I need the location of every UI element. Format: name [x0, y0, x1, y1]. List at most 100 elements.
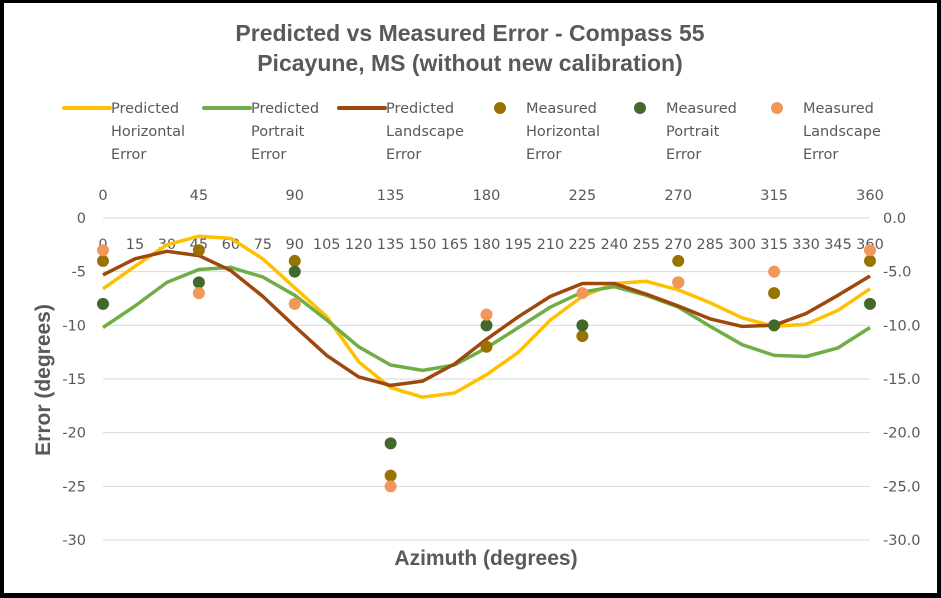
line-point	[357, 345, 360, 348]
legend-label: Measured	[803, 101, 874, 117]
legend-label: Landscape	[386, 124, 464, 140]
legend-label: Predicted	[386, 101, 454, 117]
x-tick-label-top: 315	[760, 188, 788, 204]
x-axis-title: Azimuth (degrees)	[394, 547, 577, 570]
line-point	[261, 276, 264, 279]
legend-label: Error	[386, 147, 421, 163]
x-tick-label-inner: 300	[728, 237, 756, 253]
x-tick-label-inner: 180	[473, 237, 501, 253]
y-tick-label-right: -20.0	[883, 426, 921, 442]
scatter-point	[192, 287, 205, 300]
line-point	[549, 295, 552, 298]
scatter-point	[97, 254, 109, 267]
line-point	[709, 301, 712, 304]
line-point	[133, 305, 136, 308]
scatter-point	[192, 276, 205, 289]
x-tick-label-inner: 225	[569, 237, 597, 253]
line-point	[869, 274, 872, 277]
x-tick-label-inner: 210	[537, 237, 565, 253]
legend-label: Measured	[666, 101, 737, 117]
x-tick-label-inner: 315	[760, 237, 788, 253]
x-tick-label-top: 270	[664, 188, 692, 204]
y-axis-right-ticks: 0.0 -5.0 -10.0 -15.0 -20.0 -25.0 -30.0	[883, 211, 921, 549]
scatter-point	[672, 276, 685, 289]
x-tick-label-top: 225	[569, 188, 597, 204]
legend-marker-icon	[771, 102, 783, 114]
legend-item: Predicted Landscape Error	[337, 101, 464, 163]
chart-svg: Predicted vs Measured Error - Compass 55…	[32, 20, 921, 570]
x-tick-label-inner: 330	[792, 237, 820, 253]
line-point	[805, 312, 808, 315]
legend-marker-icon	[494, 102, 506, 114]
series-predicted-horizontal-error	[101, 234, 872, 399]
line-point	[133, 257, 136, 260]
legend-label: Portrait	[666, 124, 720, 140]
series-predicted-landscape-error	[102, 249, 872, 388]
line-point	[133, 265, 136, 268]
scatter-point	[288, 265, 301, 278]
x-tick-label-top: 90	[286, 188, 304, 204]
x-tick-label-top: 45	[190, 188, 208, 204]
legend-item: Measured Landscape Error	[771, 101, 881, 163]
scatter-point	[576, 330, 589, 343]
scatter-point	[97, 297, 109, 310]
x-tick-label-inner: 285	[696, 237, 724, 253]
line-point	[421, 396, 424, 399]
scatter-point	[768, 287, 781, 300]
y-tick-label-left: -5	[72, 265, 86, 281]
scatter-point	[864, 297, 876, 310]
chart-subtitle: Picayune, MS (without new calibration)	[257, 50, 683, 76]
series-line	[101, 234, 871, 399]
line-point	[389, 384, 392, 387]
line-point	[325, 354, 328, 357]
line-point	[581, 282, 584, 285]
line-point	[805, 323, 808, 326]
line-point	[741, 343, 744, 346]
line-point	[709, 325, 712, 328]
line-point	[869, 326, 872, 329]
chart-area: Predicted vs Measured Error - Compass 55…	[4, 3, 937, 593]
line-point	[869, 287, 872, 290]
x-tick-label-top: 0	[98, 188, 107, 204]
line-point	[261, 257, 264, 260]
line-point	[517, 351, 520, 354]
y-axis-title: Error (degrees)	[32, 304, 55, 456]
line-point	[102, 273, 105, 276]
x-tick-label-inner: 255	[632, 237, 660, 253]
chart-title: Predicted vs Measured Error - Compass 55	[235, 20, 704, 46]
legend-item: Measured Horizontal Error	[494, 101, 600, 163]
line-point	[549, 318, 552, 321]
y-tick-label-left: -15	[62, 372, 86, 388]
legend: Predicted Horizontal Error Predicted Portrai…	[62, 101, 881, 163]
line-point	[325, 318, 328, 321]
line-point	[677, 288, 680, 291]
line-point	[165, 250, 168, 253]
line-point	[837, 309, 840, 312]
scatter-point	[768, 319, 781, 332]
legend-label: Error	[666, 147, 701, 163]
scatter-point	[97, 244, 109, 257]
line-point	[197, 268, 200, 271]
y-tick-label-right: -5.0	[883, 265, 911, 281]
legend-label: Error	[803, 147, 838, 163]
line-point	[421, 369, 424, 372]
x-axis-top-ticks: 0 45 90 135 180 225 270 315 360	[98, 188, 883, 204]
y-tick-label-left: -10	[62, 318, 86, 334]
y-tick-label-left: 0	[77, 211, 86, 227]
line-point	[293, 286, 296, 289]
x-tick-label-top: 135	[377, 188, 405, 204]
legend-label: Horizontal	[526, 124, 600, 140]
y-tick-label-right: 0.0	[883, 211, 906, 227]
scatter-point	[192, 244, 205, 257]
scatter-point	[576, 287, 589, 300]
legend-label: Error	[111, 147, 146, 163]
series-measured-landscape-error	[97, 244, 876, 493]
y-tick-label-left: -25	[62, 479, 86, 495]
scatter-point	[384, 480, 397, 493]
line-point	[517, 326, 520, 329]
x-tick-label-inner: 135	[377, 237, 405, 253]
line-point	[485, 338, 488, 341]
scatter-point	[768, 265, 781, 278]
scatter-point	[576, 319, 589, 332]
series-layer	[97, 234, 876, 493]
